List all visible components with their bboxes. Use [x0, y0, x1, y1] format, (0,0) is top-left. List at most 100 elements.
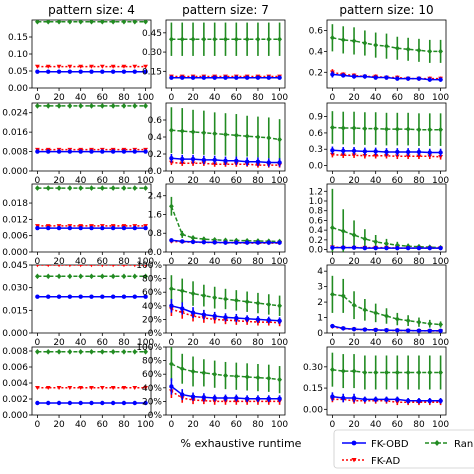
- point-marker: [405, 245, 411, 251]
- panel-data: [330, 275, 443, 333]
- point-marker: [340, 125, 346, 131]
- point-marker: [35, 64, 40, 69]
- y-tick-label: 0.9: [309, 113, 324, 123]
- point-marker: [351, 395, 357, 401]
- point-marker: [330, 245, 335, 250]
- panel-r4-c3: 0 20 40 60 80 100 0 1 2 3 4: [317, 264, 449, 348]
- y-tick-label: 0.4: [309, 226, 324, 236]
- point-marker: [384, 397, 389, 402]
- point-marker: [35, 400, 40, 406]
- y-tick-label: 0.15: [303, 384, 323, 394]
- point-marker: [132, 225, 137, 231]
- point-marker: [233, 36, 239, 43]
- point-marker: [395, 76, 400, 81]
- y-tick-label: 0.004: [2, 379, 28, 389]
- x-tick-label: 60: [231, 93, 243, 103]
- y-tick-label: 0.6: [148, 116, 163, 126]
- point-marker: [89, 273, 94, 280]
- point-marker: [427, 320, 433, 327]
- y-tick-label: 0.006: [2, 232, 28, 242]
- panel-data: [330, 352, 443, 406]
- y-tick-label: 0.002: [2, 395, 28, 405]
- point-marker: [67, 349, 73, 355]
- x-tick-label: 0: [169, 93, 175, 103]
- point-marker: [110, 273, 116, 280]
- point-marker: [266, 160, 271, 165]
- point-marker: [362, 40, 368, 46]
- x-tick-label: 60: [231, 338, 243, 348]
- point-marker: [277, 318, 282, 323]
- x-tick-label: 0: [169, 338, 175, 348]
- point-marker: [255, 134, 261, 140]
- point-marker: [89, 386, 94, 390]
- y-tick-label: 0.030: [2, 284, 28, 294]
- x-tick-label: 80: [413, 176, 425, 186]
- point-marker: [110, 185, 116, 191]
- x-tick-label: 100: [137, 257, 154, 267]
- point-marker: [132, 273, 138, 280]
- point-marker: [121, 273, 127, 280]
- point-marker: [438, 398, 443, 404]
- point-marker: [394, 45, 400, 52]
- point-marker: [438, 77, 443, 82]
- x-tick-label: 0: [35, 93, 41, 103]
- point-marker: [132, 149, 137, 154]
- series-ran: [35, 103, 148, 109]
- point-marker: [180, 306, 185, 311]
- point-marker: [362, 149, 368, 154]
- point-marker: [255, 159, 261, 164]
- point-marker: [416, 369, 422, 376]
- y-tick-label: 0.8: [148, 229, 163, 239]
- series-fk-obd: [35, 69, 148, 74]
- point-marker: [427, 126, 433, 133]
- point-marker: [351, 38, 357, 44]
- x-tick-label: 20: [187, 93, 199, 103]
- point-marker: [384, 126, 389, 132]
- point-marker: [340, 368, 346, 374]
- panel-r1-c2: 0 20 40 60 80 100 0.15 0.30 0.45: [142, 19, 288, 103]
- point-marker: [201, 239, 207, 245]
- point-marker: [405, 46, 411, 53]
- x-tick-label: 100: [137, 338, 154, 348]
- point-marker: [395, 397, 400, 402]
- series-ran: [169, 275, 282, 316]
- point-marker: [56, 103, 62, 109]
- x-tick-label: 100: [432, 93, 449, 103]
- point-marker: [277, 160, 282, 165]
- y-tick-label: 100%: [136, 343, 162, 353]
- point-marker: [67, 69, 73, 74]
- point-marker: [78, 386, 84, 390]
- y-tick-label: 80%: [142, 357, 162, 367]
- point-marker: [341, 395, 346, 401]
- point-marker: [111, 265, 115, 268]
- point-marker: [277, 136, 282, 143]
- panel-data: [169, 107, 282, 168]
- series-ran: [330, 275, 443, 328]
- point-marker: [89, 103, 94, 109]
- point-marker: [169, 36, 174, 43]
- point-marker: [121, 349, 127, 355]
- point-marker: [362, 236, 368, 242]
- point-marker: [244, 316, 250, 321]
- series-ran: [35, 20, 148, 25]
- point-marker: [132, 185, 138, 191]
- y-tick-label: 0.016: [2, 128, 28, 138]
- point-marker: [56, 149, 62, 154]
- point-marker: [427, 154, 433, 159]
- point-marker: [212, 157, 217, 163]
- point-marker: [340, 293, 346, 299]
- point-marker: [110, 349, 116, 355]
- point-marker: [45, 273, 51, 280]
- y-tick-label: 60%: [142, 370, 162, 380]
- panel-data: [35, 265, 148, 299]
- point-marker: [416, 328, 422, 333]
- point-marker: [179, 288, 185, 294]
- panel-frame: [326, 346, 447, 416]
- point-marker: [234, 240, 239, 245]
- point-marker: [330, 224, 335, 231]
- point-marker: [56, 349, 62, 355]
- point-marker: [416, 76, 422, 81]
- y-tick-label: 2.4: [148, 192, 163, 202]
- x-tick-label: 60: [231, 257, 243, 267]
